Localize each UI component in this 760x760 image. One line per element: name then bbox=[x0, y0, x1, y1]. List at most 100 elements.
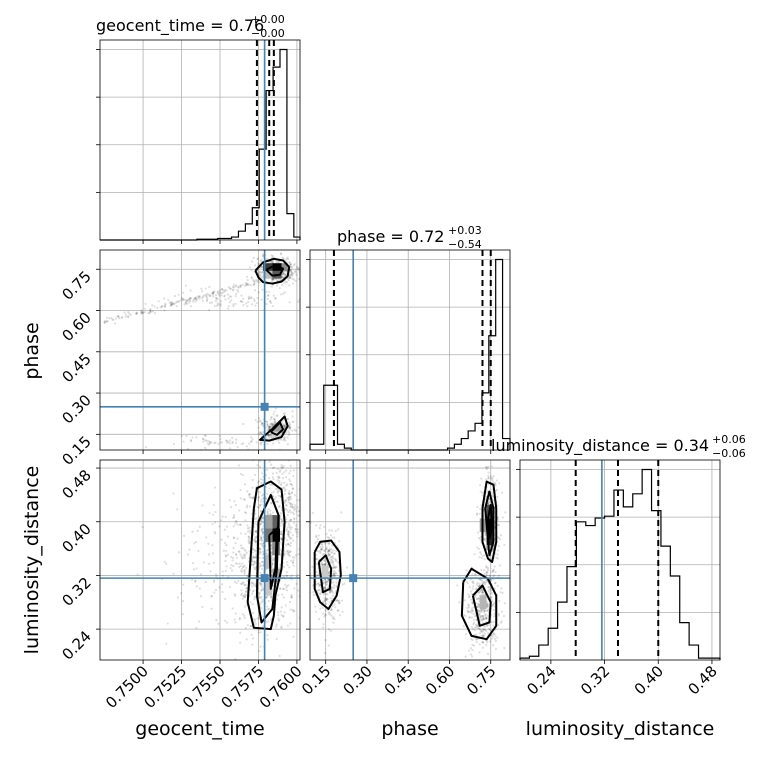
sample-point bbox=[216, 304, 219, 307]
sample-point bbox=[270, 301, 273, 304]
sample-point bbox=[270, 595, 273, 598]
sample-point bbox=[249, 531, 252, 534]
contour-luminosity_distance_vs_geocent_time-inner bbox=[268, 527, 278, 590]
sample-point bbox=[467, 606, 471, 609]
sample-point bbox=[191, 300, 195, 303]
sample-point bbox=[335, 584, 338, 587]
sample-point bbox=[253, 598, 256, 601]
sample-point bbox=[172, 442, 176, 446]
sample-point bbox=[261, 550, 265, 553]
sample-point bbox=[240, 589, 243, 592]
sample-point bbox=[488, 574, 491, 578]
sample-point bbox=[332, 575, 336, 578]
sample-point bbox=[284, 274, 287, 277]
sample-point bbox=[285, 544, 288, 547]
sample-point bbox=[205, 439, 208, 443]
sample-point bbox=[491, 476, 494, 480]
sample-point bbox=[274, 487, 277, 491]
sample-point bbox=[234, 562, 237, 565]
sample-point bbox=[291, 561, 295, 564]
sample-point bbox=[268, 425, 271, 429]
sample-point bbox=[276, 479, 279, 482]
sample-point bbox=[255, 301, 259, 305]
sample-point bbox=[261, 265, 264, 268]
sample-point-streak bbox=[140, 309, 143, 312]
sample-point bbox=[234, 594, 237, 597]
sample-point bbox=[288, 426, 291, 429]
sample-point bbox=[284, 439, 287, 442]
sample-point bbox=[303, 564, 305, 566]
sample-point bbox=[260, 276, 264, 279]
sample-point bbox=[336, 609, 339, 612]
sample-point bbox=[482, 634, 485, 637]
sample-point-streak bbox=[106, 319, 109, 323]
sample-point bbox=[480, 618, 483, 621]
sample-point bbox=[224, 619, 227, 622]
sample-point bbox=[258, 272, 261, 275]
sample-point-streak bbox=[195, 298, 198, 301]
sample-point bbox=[255, 530, 258, 533]
sample-point bbox=[290, 265, 293, 268]
sample-point bbox=[278, 489, 281, 492]
sample-point bbox=[249, 440, 253, 444]
sample-point bbox=[232, 516, 235, 519]
sample-point bbox=[290, 596, 293, 599]
sample-point bbox=[257, 629, 260, 632]
sample-point bbox=[312, 593, 315, 597]
sample-point bbox=[283, 271, 286, 274]
sample-point bbox=[261, 457, 263, 459]
sample-point bbox=[253, 540, 256, 543]
sample-point bbox=[287, 522, 290, 525]
sample-point bbox=[220, 538, 223, 541]
sample-point bbox=[279, 512, 282, 515]
sample-point bbox=[487, 503, 490, 506]
panel-luminosity_distance-phase: 0.15 0.30 0.45 0.60 0.75 bbox=[298, 459, 511, 698]
sample-point bbox=[323, 587, 326, 590]
sample-point bbox=[481, 619, 484, 622]
sample-point bbox=[278, 470, 281, 473]
sample-point bbox=[319, 550, 322, 553]
sample-point bbox=[249, 582, 252, 586]
sample-point bbox=[328, 554, 331, 557]
sample-point bbox=[294, 429, 297, 432]
sample-point bbox=[256, 296, 259, 300]
sample-point bbox=[462, 625, 465, 628]
sample-point bbox=[243, 596, 247, 599]
sample-point bbox=[270, 254, 273, 257]
sample-point bbox=[258, 566, 261, 569]
sample-point-streak bbox=[190, 297, 193, 300]
sample-point bbox=[501, 516, 504, 519]
sample-point bbox=[261, 598, 264, 601]
contour-luminosity_distance_vs_geocent_time-outer bbox=[246, 480, 286, 631]
sample-point bbox=[485, 547, 489, 551]
sample-point bbox=[487, 590, 490, 593]
title-phase: phase = 0.72 +0.03 −0.54 bbox=[337, 224, 482, 251]
sample-point bbox=[267, 620, 270, 623]
sample-point bbox=[253, 560, 256, 563]
sample-point bbox=[340, 511, 343, 514]
sample-point bbox=[287, 552, 291, 555]
sample-point bbox=[252, 563, 255, 566]
sample-point-streak bbox=[127, 311, 130, 314]
sample-point bbox=[286, 533, 289, 536]
sample-point bbox=[267, 508, 270, 511]
sample-point bbox=[253, 473, 257, 476]
sample-point bbox=[251, 438, 254, 441]
sample-point bbox=[255, 536, 258, 540]
sample-point bbox=[479, 507, 482, 511]
sample-point bbox=[189, 289, 192, 292]
sample-point bbox=[248, 529, 251, 532]
sample-point bbox=[235, 441, 238, 444]
sample-point bbox=[478, 536, 481, 540]
sample-point-streak bbox=[239, 284, 242, 287]
sample-point bbox=[284, 604, 288, 607]
sample-point bbox=[278, 587, 282, 590]
sample-point bbox=[462, 613, 466, 616]
sample-point bbox=[259, 551, 262, 554]
sample-point bbox=[311, 511, 314, 515]
sample-point-streak bbox=[258, 281, 261, 284]
sample-point bbox=[284, 423, 287, 426]
sample-point bbox=[475, 583, 478, 586]
sample-point bbox=[481, 641, 484, 644]
sample-point bbox=[288, 263, 292, 266]
